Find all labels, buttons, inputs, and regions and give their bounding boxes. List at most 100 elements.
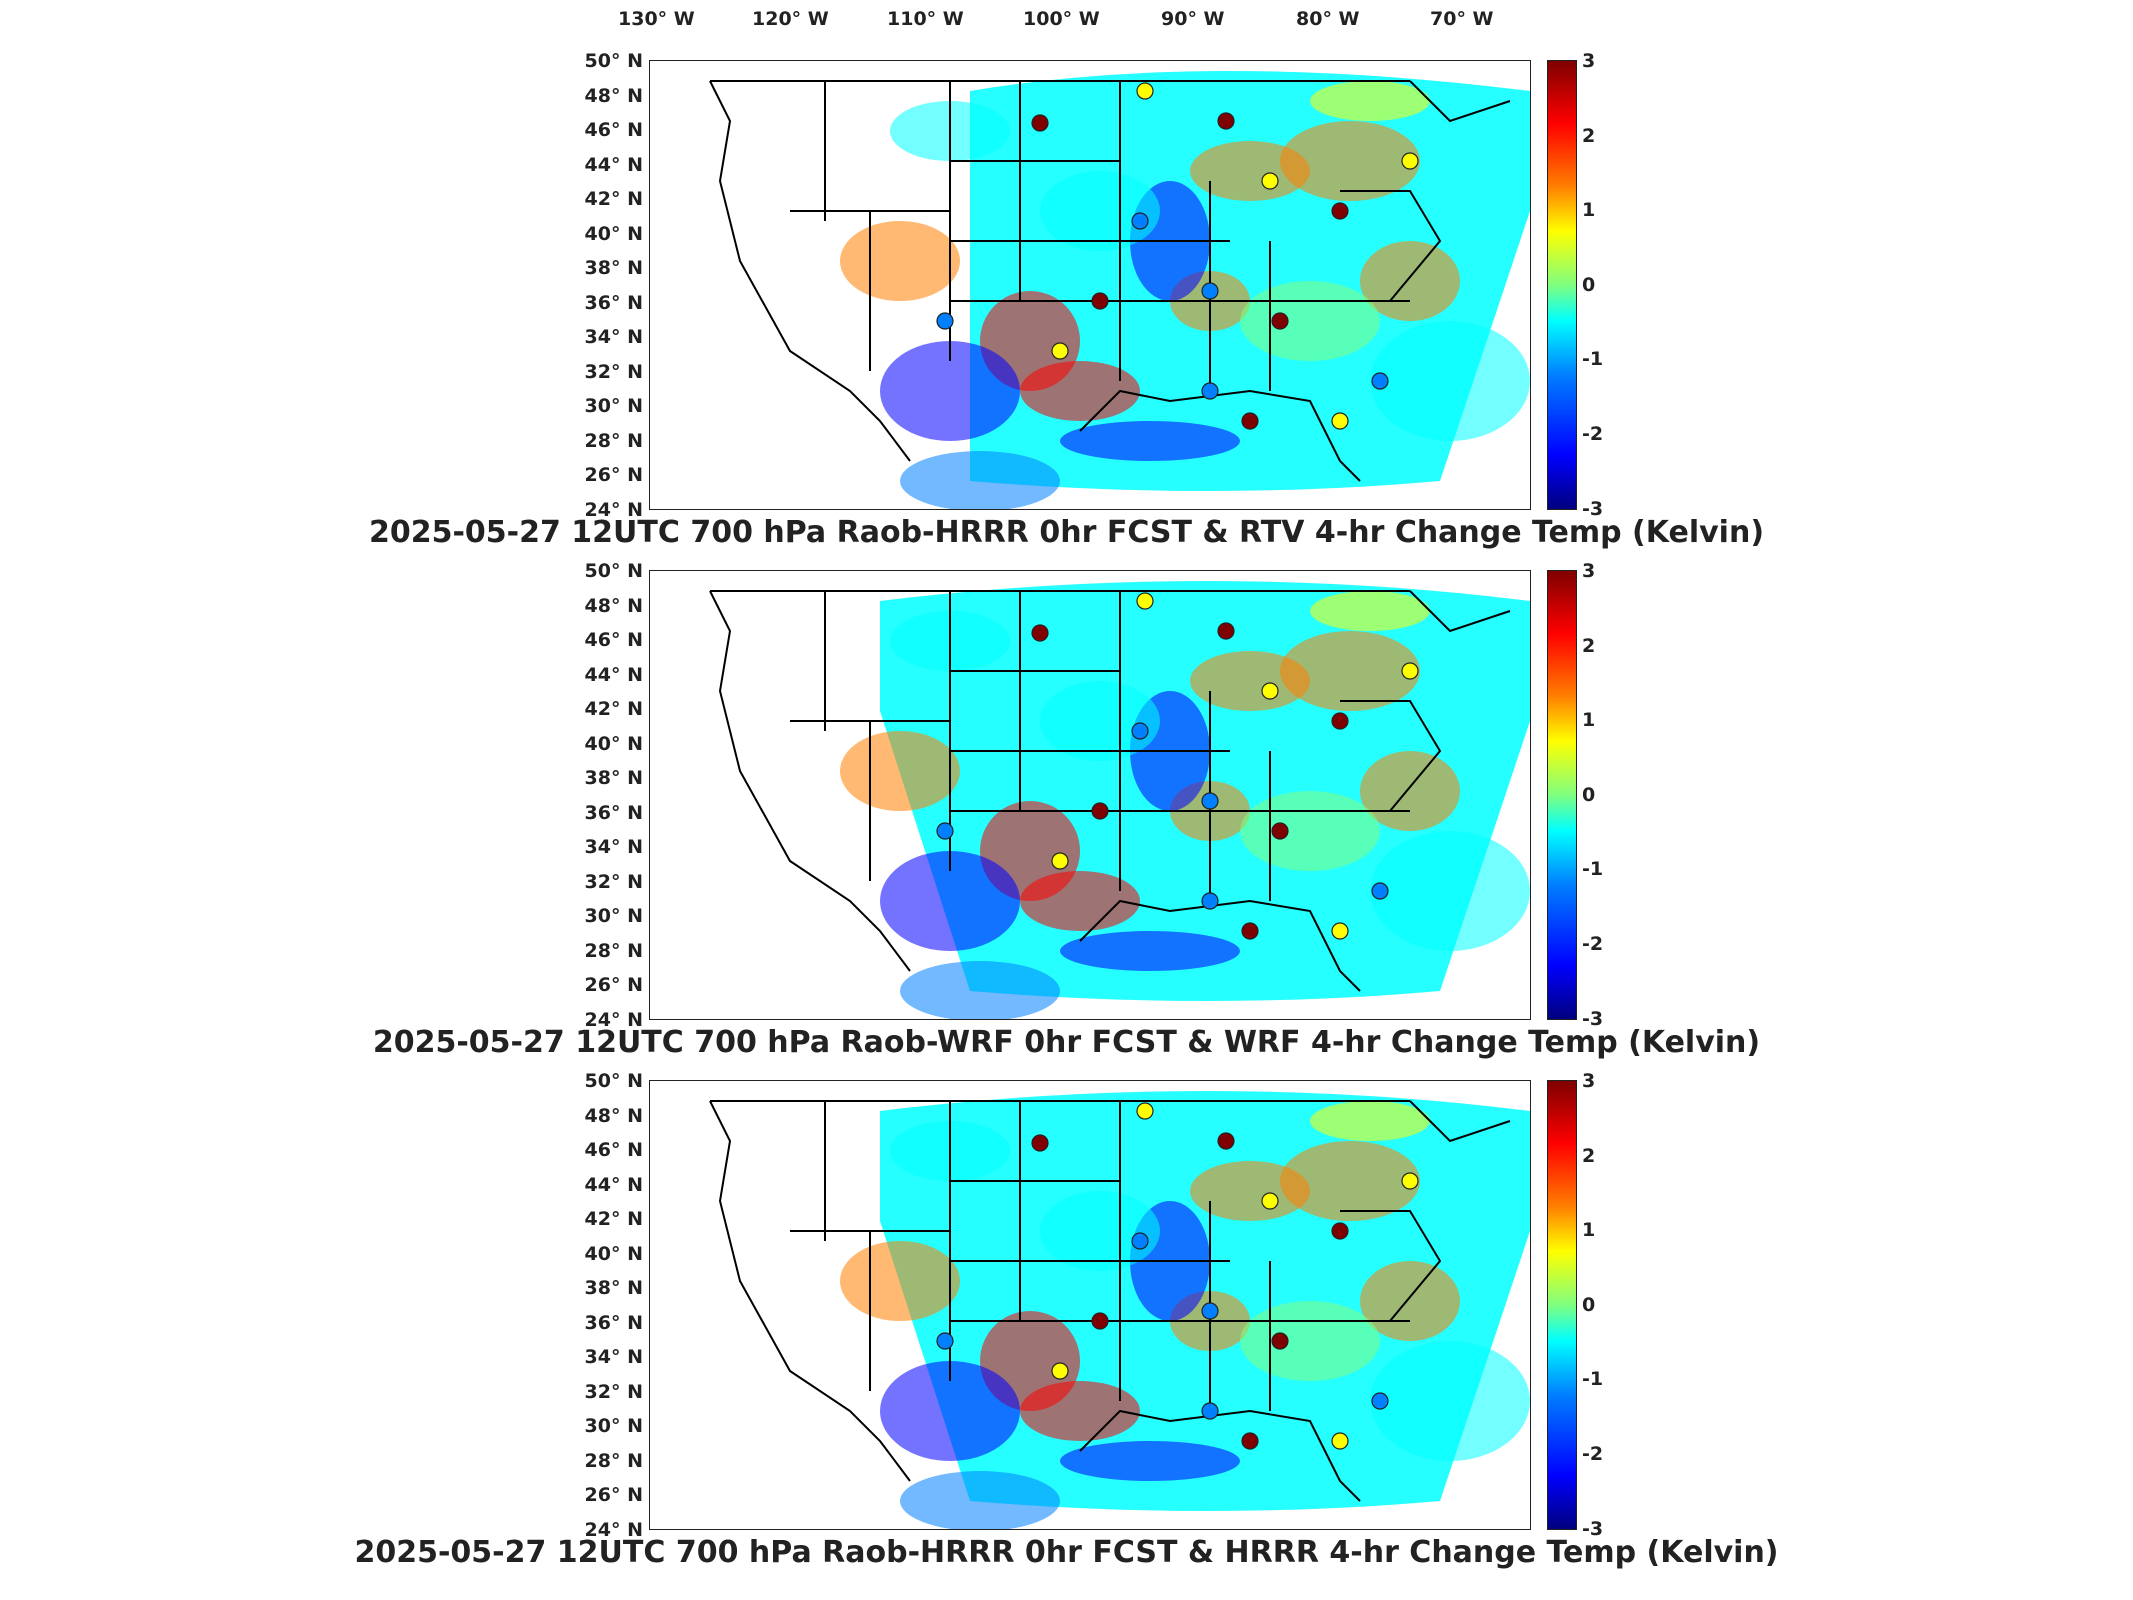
raob-station-marker [1241, 412, 1259, 430]
raob-station-marker [1271, 312, 1289, 330]
raob-station-marker [1051, 852, 1069, 870]
lat-label: 24° N [584, 498, 643, 521]
lat-label: 46° N [584, 1139, 643, 1161]
lat-label: 30° N [584, 395, 643, 417]
temperature-anomaly-area [880, 851, 1020, 951]
temperature-anomaly-area [880, 341, 1020, 441]
raob-station-marker [1031, 114, 1049, 132]
temperature-anomaly-area [900, 1471, 1060, 1529]
temperature-anomaly-area [1190, 141, 1310, 201]
temperature-anomaly-area [840, 1241, 960, 1321]
raob-station-marker [1261, 1192, 1279, 1210]
raob-station-marker [1401, 662, 1419, 680]
colorbar-tick: 3 [1582, 560, 1596, 582]
raob-station-marker [1241, 922, 1259, 940]
colorbar [1547, 570, 1577, 1020]
lat-label: 26° N [584, 974, 643, 996]
temperature-anomaly-area [1310, 81, 1430, 121]
lon-label: 70° W [1430, 8, 1494, 30]
colorbar [1547, 1080, 1577, 1530]
lat-label: 48° N [584, 1104, 643, 1127]
temperature-anomaly-area [1370, 831, 1530, 951]
lat-label: 44° N [584, 663, 643, 686]
temperature-anomaly-area [840, 731, 960, 811]
lat-label: 38° N [584, 767, 643, 789]
raob-station-marker [1371, 372, 1389, 390]
lat-label: 28° N [584, 939, 643, 962]
raob-station-marker [1371, 882, 1389, 900]
raob-station-marker [1136, 592, 1154, 610]
us-state-boundaries [709, 1100, 1511, 1502]
raob-station-marker [1261, 682, 1279, 700]
temperature-anomaly-area [1240, 281, 1380, 361]
temperature-anomaly-area [1060, 1441, 1240, 1481]
lon-label: 120° W [752, 8, 829, 30]
colorbar-tick: -2 [1582, 1443, 1604, 1465]
raob-station-marker [1331, 412, 1349, 430]
raob-station-marker [1331, 202, 1349, 220]
map-panel-hrrr: 50° N 48° N 46° N 44° N 42° N 40° N 38° N 36° N… [0, 1070, 2133, 1580]
lat-label: 48° N [584, 84, 643, 107]
raob-station-marker [1261, 172, 1279, 190]
temperature-anomaly-area [1040, 1191, 1160, 1271]
lat-label: 30° N [584, 1415, 643, 1437]
raob-station-marker [1091, 1312, 1109, 1330]
colorbar-tick: 1 [1582, 709, 1596, 732]
lat-label: 40° N [584, 732, 643, 755]
raob-station-marker [936, 312, 954, 330]
lat-label: 38° N [584, 257, 643, 279]
lat-label: 42° N [584, 188, 643, 210]
raob-station-marker [1051, 342, 1069, 360]
temperature-anomaly-area [840, 221, 960, 301]
raob-station-marker [1201, 282, 1219, 300]
raob-station-marker [1331, 922, 1349, 940]
lat-label: 42° N [584, 698, 643, 720]
temperature-anomaly-area [1190, 651, 1310, 711]
map-frame [649, 570, 1531, 1020]
temperature-anomaly-area [1060, 421, 1240, 461]
temperature-anomaly-area [1370, 321, 1530, 441]
temperature-anomaly-area [1280, 121, 1420, 201]
temperature-anomaly-area [1240, 791, 1380, 871]
colorbar-tick: 1 [1582, 1219, 1596, 1242]
raob-station-marker [1201, 1302, 1219, 1320]
raob-station-marker [1217, 112, 1235, 130]
temperature-anomaly-area [1310, 1101, 1430, 1141]
lat-label: 36° N [584, 291, 643, 314]
lon-label: 90° W [1161, 8, 1225, 30]
colorbar-tick: 3 [1582, 50, 1596, 72]
lat-label: 32° N [584, 360, 643, 383]
raob-station-marker [1331, 1222, 1349, 1240]
lat-label: 36° N [584, 801, 643, 824]
raob-station-marker [1031, 1134, 1049, 1152]
colorbar-tick: -1 [1582, 858, 1604, 881]
lat-label: 32° N [584, 870, 643, 893]
raob-station-marker [1131, 1232, 1149, 1250]
colorbar-tick: -1 [1582, 348, 1604, 371]
colorbar-tick: -2 [1582, 933, 1604, 955]
temperature-anomaly-area [1310, 591, 1430, 631]
lat-label: 44° N [584, 153, 643, 176]
lat-label: 30° N [584, 905, 643, 927]
lat-label: 42° N [584, 1208, 643, 1230]
panel-title: 2025-05-27 12UTC 700 hPa Raob-HRRR 0hr F… [368, 515, 1765, 550]
temperature-anomaly-area [1280, 631, 1420, 711]
colorbar-tick: 0 [1582, 1293, 1596, 1316]
colorbar-tick: 0 [1582, 783, 1596, 806]
longitude-axis: 130° W 120° W 110° W 100° W 90° W 80° W … [0, 0, 2133, 40]
colorbar-tick: 2 [1582, 634, 1596, 657]
colorbar-tick: 1 [1582, 199, 1596, 222]
raob-station-marker [1331, 712, 1349, 730]
raob-station-marker [1201, 1402, 1219, 1420]
raob-station-marker [1401, 152, 1419, 170]
raob-station-marker [1241, 1432, 1259, 1450]
colorbar-tick: -1 [1582, 1368, 1604, 1391]
lon-label: 100° W [1023, 8, 1100, 30]
map-panel-wrf: 50° N 48° N 46° N 44° N 42° N 40° N 38° N 36° N… [0, 560, 2133, 1070]
raob-station-marker [1136, 82, 1154, 100]
lat-label: 48° N [584, 594, 643, 617]
lat-label: 32° N [584, 1380, 643, 1403]
temperature-anomaly-area [900, 451, 1060, 509]
raob-station-marker [936, 1332, 954, 1350]
raob-station-marker [1201, 792, 1219, 810]
